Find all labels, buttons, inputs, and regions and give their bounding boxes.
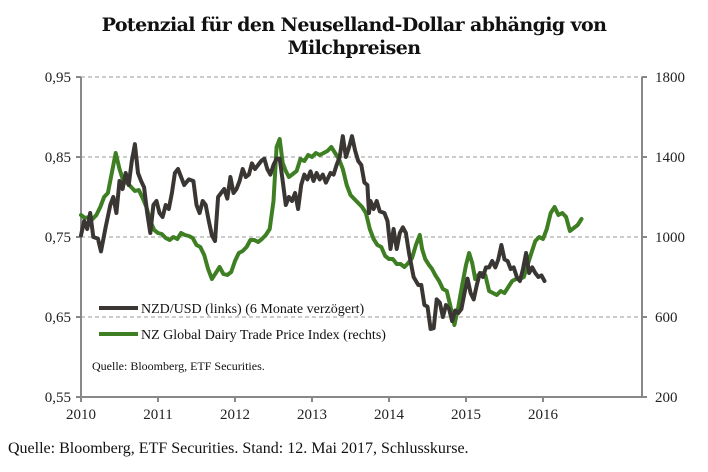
chart-title: Potenzial für den Neuselland-Dollar abhä… [0, 14, 708, 60]
series-line-gdt-index [79, 137, 584, 327]
right-tick-label: 1000 [655, 230, 685, 246]
left-tick-label: 0,75 [45, 230, 71, 246]
legend: NZD/USD (links) (6 Monate verzögert) NZ … [99, 302, 386, 343]
x-tick-label: 2012 [220, 407, 250, 423]
chart-title-line-1: Potenzial für den Neuselland-Dollar abhä… [101, 14, 607, 36]
x-tick-label: 2016 [528, 407, 559, 423]
footer-source: Quelle: Bloomberg, ETF Securities. Stand… [8, 440, 469, 457]
left-tick-label: 0,55 [45, 390, 71, 406]
series-line-nzd-usd [79, 134, 547, 331]
series-group [79, 134, 584, 331]
left-axis-ticks: 0,55 0,65 0,75 0,85 0,95 [45, 70, 81, 406]
left-tick-label: 0,85 [45, 150, 71, 166]
chart-title-line-2: Milchpreisen [287, 37, 421, 59]
x-tick-label: 2011 [143, 407, 172, 423]
x-tick-label: 2015 [451, 407, 481, 423]
right-tick-label: 1800 [655, 70, 685, 86]
chart-source-note: Quelle: Bloomberg, ETF Securities. [92, 359, 265, 373]
right-tick-label: 1400 [655, 150, 685, 166]
right-tick-label: 200 [655, 390, 678, 406]
legend-label-gdt: NZ Global Dairy Trade Price Index (recht… [141, 328, 386, 343]
x-axis-ticks: 2010 2011 2012 2013 2014 2015 2016 [66, 397, 559, 423]
x-tick-label: 2010 [66, 407, 96, 423]
x-tick-label: 2014 [374, 407, 405, 423]
gridlines [81, 76, 642, 318]
x-tick-label: 2013 [297, 407, 327, 423]
left-tick-label: 0,65 [45, 310, 71, 326]
legend-label-nzd-usd: NZD/USD (links) (6 Monate verzögert) [141, 302, 365, 317]
left-tick-label: 0,95 [45, 70, 71, 86]
right-tick-label: 600 [655, 310, 678, 326]
right-axis-ticks: 200 600 1000 1400 1800 [642, 70, 685, 406]
